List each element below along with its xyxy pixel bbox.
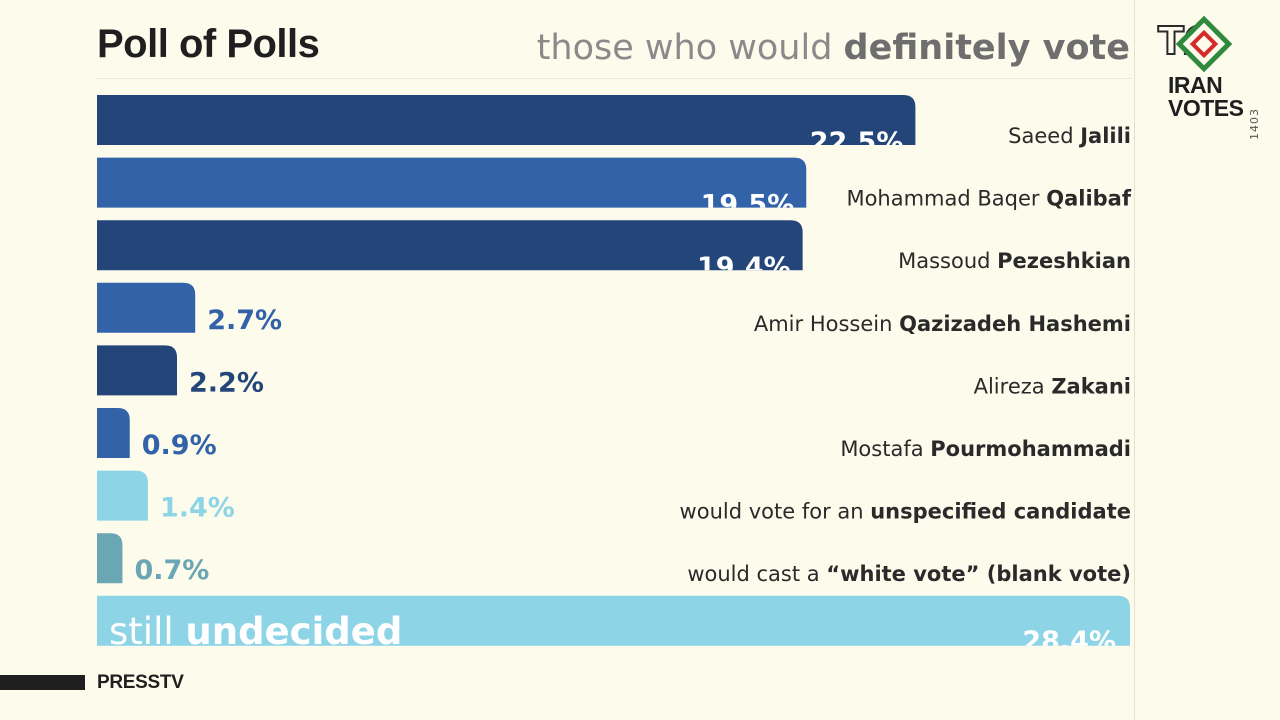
label-bold-3: Qazizadeh Hashemi	[899, 312, 1131, 336]
bar-undecided	[97, 595, 1130, 646]
label-light-3: Amir Hossein	[754, 312, 899, 336]
bar-category-label-3: Amir Hossein Qazizadeh Hashemi	[754, 312, 1131, 336]
label-bold-7: “white vote”	[826, 562, 979, 586]
label-bold-6: unspecified candidate	[870, 500, 1131, 524]
label-bold-4: Zakani	[1051, 374, 1131, 398]
iran-votes-emblem-icon: TΩ	[1157, 15, 1233, 73]
bar-value-label-0: 22.5%	[810, 127, 904, 158]
label-bold-2: Pezeshkian	[997, 249, 1131, 273]
bar-1	[97, 157, 807, 208]
undecided-label: still undecided	[109, 610, 402, 653]
page-title: Poll of Polls	[97, 22, 320, 66]
subtitle-bold: definitely vote	[843, 28, 1130, 68]
bar-category-label-0: Saeed Jalili	[1008, 124, 1131, 148]
label-bold-0: Jalili	[1078, 124, 1131, 148]
label-bold-5: Pourmohammadi	[930, 437, 1131, 461]
subtitle-light: those who would	[536, 28, 844, 68]
bar-value-label-6: 1.4%	[160, 493, 235, 524]
bar-category-label-2: Massoud Pezeshkian	[898, 249, 1131, 273]
label-light-6: would vote for an	[680, 500, 871, 524]
bar-value-label-7: 0.7%	[134, 555, 209, 586]
bar-category-label-7: would cast a “white vote” (blank vote)	[687, 562, 1131, 586]
logo-line-1: IRAN	[1168, 72, 1223, 98]
bar-0	[97, 95, 916, 145]
bar-6	[97, 470, 148, 521]
undecided-label-bold: undecided	[185, 610, 402, 653]
label-bold-1: Qalibaf	[1046, 187, 1132, 211]
bar-2	[97, 220, 803, 271]
bar-5	[97, 408, 130, 458]
header-divider	[97, 78, 1132, 79]
bar-category-label-4: Alireza Zakani	[974, 374, 1131, 398]
undecided-value-label: 28.4%	[1022, 626, 1116, 657]
bar-value-label-1: 19.5%	[701, 190, 795, 221]
bar-3	[97, 282, 196, 333]
bar-value-label-5: 0.9%	[142, 430, 217, 461]
label-light-4: Alireza	[974, 374, 1052, 398]
footer-bar	[0, 675, 85, 690]
bar-category-label-1: Mohammad Baqer Qalibaf	[846, 187, 1131, 211]
label-light-7: would cast a	[687, 562, 826, 586]
bar-value-label-3: 2.7%	[207, 305, 282, 336]
side-panel	[1134, 0, 1280, 720]
bar-value-label-2: 19.4%	[697, 252, 791, 283]
label-tail-7: (blank vote)	[979, 562, 1131, 586]
bar-value-label-4: 2.2%	[189, 367, 264, 398]
label-light-2: Massoud	[898, 249, 997, 273]
label-light-5: Mostafa	[840, 437, 930, 461]
footer-brand: PRESSTV	[97, 672, 184, 693]
page-subtitle: those who would definitely vote	[537, 28, 1130, 68]
label-light-0: Saeed	[1008, 124, 1080, 148]
undecided-label-light: still	[109, 610, 185, 653]
logo-line-2: VOTES	[1168, 95, 1244, 121]
bar-7	[97, 533, 123, 584]
bar-category-label-6: would vote for an unspecified candidate	[680, 500, 1131, 524]
bar-4	[97, 345, 178, 396]
bar-category-label-5: Mostafa Pourmohammadi	[840, 437, 1131, 461]
iran-votes-logo: IRAN VOTES	[1168, 72, 1244, 121]
label-light-1: Mohammad Baqer	[846, 187, 1046, 211]
